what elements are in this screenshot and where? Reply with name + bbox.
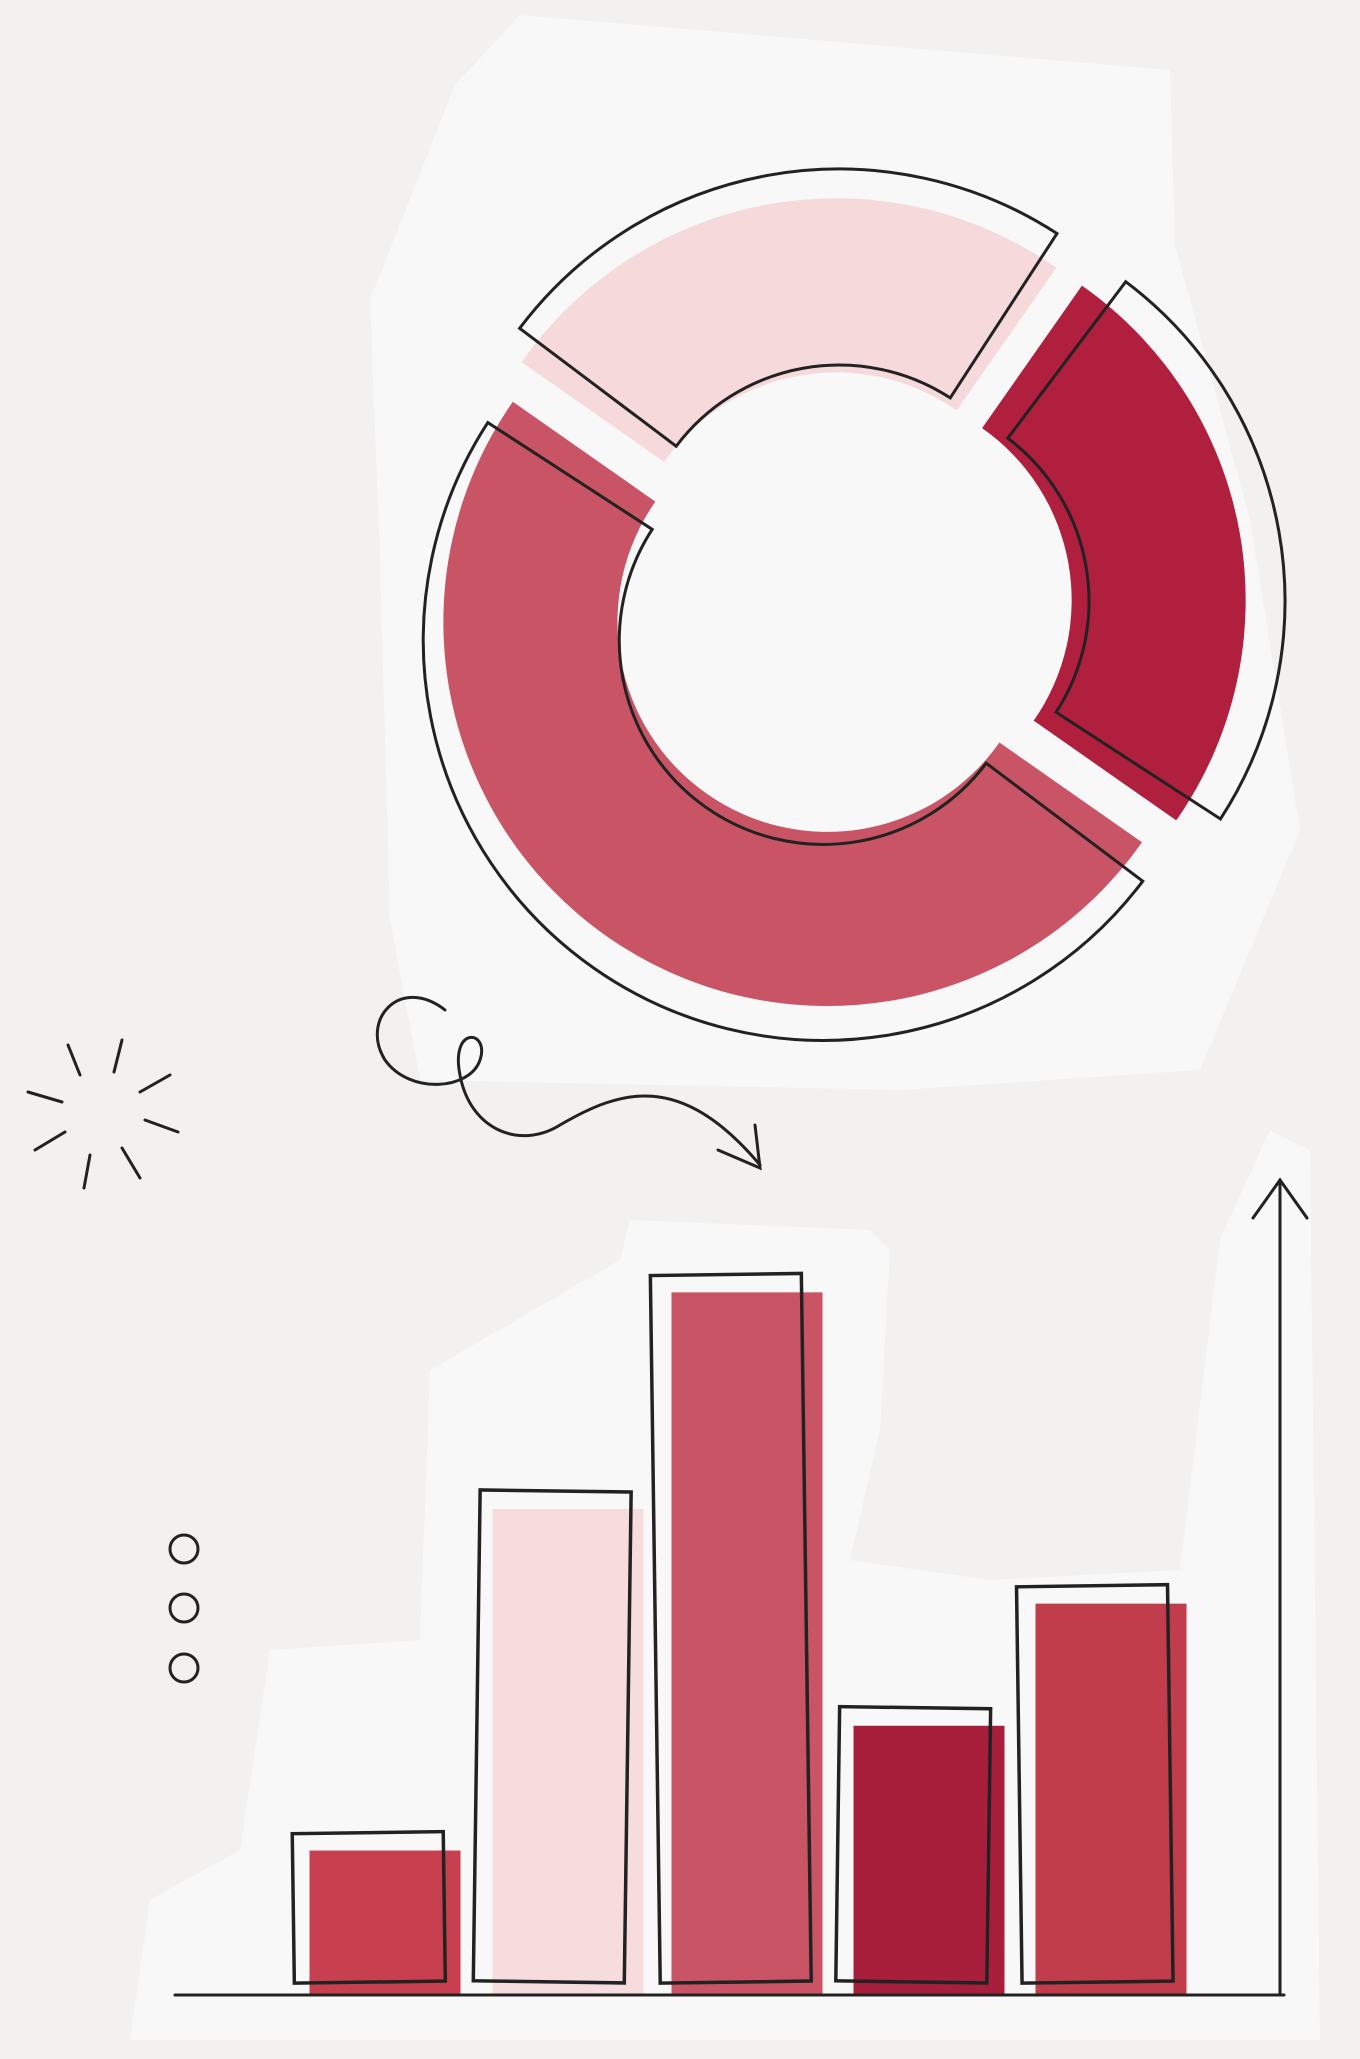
decorations — [26, 996, 1309, 1997]
axis-arrow — [1251, 1177, 1309, 1220]
bar — [671, 1292, 823, 1995]
donut-outline — [1005, 279, 1287, 822]
dot — [168, 1592, 200, 1624]
squiggle-arrow — [375, 996, 762, 1167]
bar-outline — [290, 1829, 448, 1985]
bar — [1035, 1603, 1187, 1995]
bar — [492, 1509, 644, 1995]
bar — [309, 1850, 461, 1995]
donut-segment — [982, 285, 1246, 821]
sparkle — [26, 1038, 180, 1190]
donut-outline — [421, 420, 1145, 1042]
bar-outline — [648, 1271, 813, 1985]
bar-outline — [834, 1704, 993, 1985]
donut-outline — [517, 167, 1060, 449]
dot — [168, 1533, 200, 1565]
bar — [853, 1725, 1005, 1995]
bar-outline — [1014, 1582, 1175, 1985]
bar-outline — [471, 1488, 633, 1985]
dot — [168, 1652, 200, 1684]
donut-segment — [443, 401, 1142, 1007]
donut-segment — [521, 198, 1057, 462]
squiggle-arrowhead — [716, 1123, 762, 1171]
